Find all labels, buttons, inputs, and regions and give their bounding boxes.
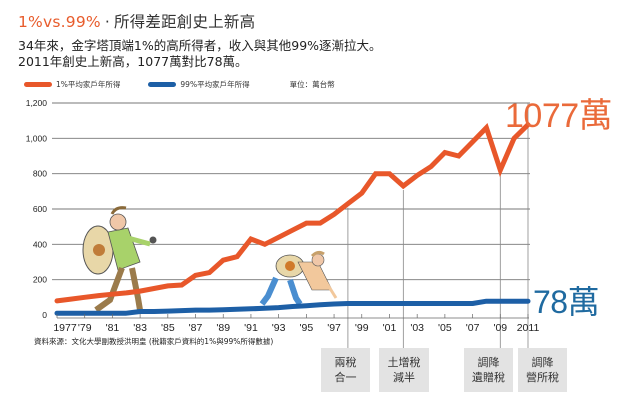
y-tick-label: 800	[33, 169, 47, 179]
series-top1-line	[54, 122, 531, 304]
x-tick-label: '91	[244, 322, 258, 334]
x-tick-label: '05	[438, 322, 452, 334]
x-tick-label: '81	[106, 322, 120, 334]
x-tick-label: '03	[410, 322, 424, 334]
x-tick-label: 2011	[517, 322, 540, 334]
y-tick-label: 0	[42, 310, 47, 320]
event-box-land-tax-halved: 土增稅 減半	[379, 348, 429, 392]
event-box-estate-tax-cut: 調降 遺贈稅	[464, 348, 513, 392]
event-box-integrated-tax: 兩稅 合一	[321, 348, 370, 392]
series-bottom99-line	[54, 298, 531, 316]
y-tick-label: 200	[33, 275, 47, 285]
x-tick-label: 1977	[53, 322, 77, 334]
x-tick-label: '89	[216, 322, 230, 334]
legend-item-top1: 1%平均家戶年所得	[24, 79, 120, 90]
unit-label: 單位：萬台幣	[289, 80, 335, 89]
legend-swatch-blue	[148, 82, 177, 87]
y-tick-label: 600	[33, 204, 47, 214]
x-tick-label: '87	[189, 322, 203, 334]
legend-label-bottom99: 99%平均家戶年所得	[180, 80, 250, 89]
chart-subtitle: 34年來，金字塔頂端1%的高所得者，收入與其他99%逐漸拉大。 2011年創史上…	[18, 38, 382, 70]
subtitle-line-1: 34年來，金字塔頂端1%的高所得者，收入與其他99%逐漸拉大。	[18, 38, 382, 53]
event-lines	[347, 103, 529, 348]
y-axis-ticks: 0 200 400 600 800 1,000 1,200	[26, 98, 48, 320]
legend-swatch-orange	[24, 82, 52, 87]
x-tick-label: '83	[133, 322, 147, 334]
event-box-corporate-tax-cut: 調降 營所稅	[518, 348, 567, 392]
x-tick-label: '95	[300, 322, 314, 334]
event-label-line2: 營所稅	[526, 371, 559, 384]
y-tick-label: 1,000	[26, 133, 48, 143]
event-label-line2: 合一	[334, 371, 357, 384]
title-accent: 1%vs.99%	[18, 13, 101, 31]
x-tick-label: '07	[466, 322, 480, 334]
event-label-line1: 調降	[477, 356, 500, 369]
subtitle-line-2: 2011年創史上新高，1077萬對比78萬。	[18, 54, 248, 69]
event-label-line2: 遺贈稅	[472, 371, 505, 384]
crawling-man-illustration	[259, 250, 338, 306]
x-tick-label: '79	[78, 322, 92, 334]
illustrations	[82, 206, 338, 313]
event-label-line1: 兩稅	[334, 356, 357, 369]
x-tick-label: '85	[161, 322, 175, 334]
end-label-bottom99: 78萬	[533, 284, 600, 320]
event-label-line2: 減半	[393, 371, 415, 384]
x-tick-label: '97	[327, 322, 341, 334]
x-tick-label: '01	[383, 322, 397, 334]
legend-item-bottom99: 99%平均家戶年所得	[148, 79, 250, 90]
x-tick-label: '09	[493, 322, 507, 334]
x-tick-label: '93	[272, 322, 286, 334]
event-label-line1: 調降	[531, 356, 554, 369]
title-separator: ·	[104, 13, 110, 31]
chart-legend: 1%平均家戶年所得 99%平均家戶年所得 單位：萬台幣	[24, 79, 335, 90]
source-note: 資料來源：文化大學副教授洪明皇 (稅籍家戶資料的1%與99%所得數據)	[34, 337, 274, 346]
walking-man-illustration	[82, 206, 157, 313]
title-text: 所得差距創史上新高	[113, 13, 256, 31]
legend-label-top1: 1%平均家戶年所得	[56, 80, 121, 89]
event-label-line1: 土增稅	[387, 356, 421, 369]
end-label-top1: 1077萬	[505, 97, 613, 135]
y-tick-label: 400	[33, 239, 47, 249]
chart-title: 1%vs.99% · 所得差距創史上新高	[18, 10, 255, 32]
y-tick-label: 1,200	[26, 98, 48, 108]
x-tick-label: '99	[355, 322, 369, 334]
x-axis-ticks: 1977'79 '81 '83 '85 '87 '89 '91 '93 '95 '97 '99 '01…	[53, 314, 539, 334]
